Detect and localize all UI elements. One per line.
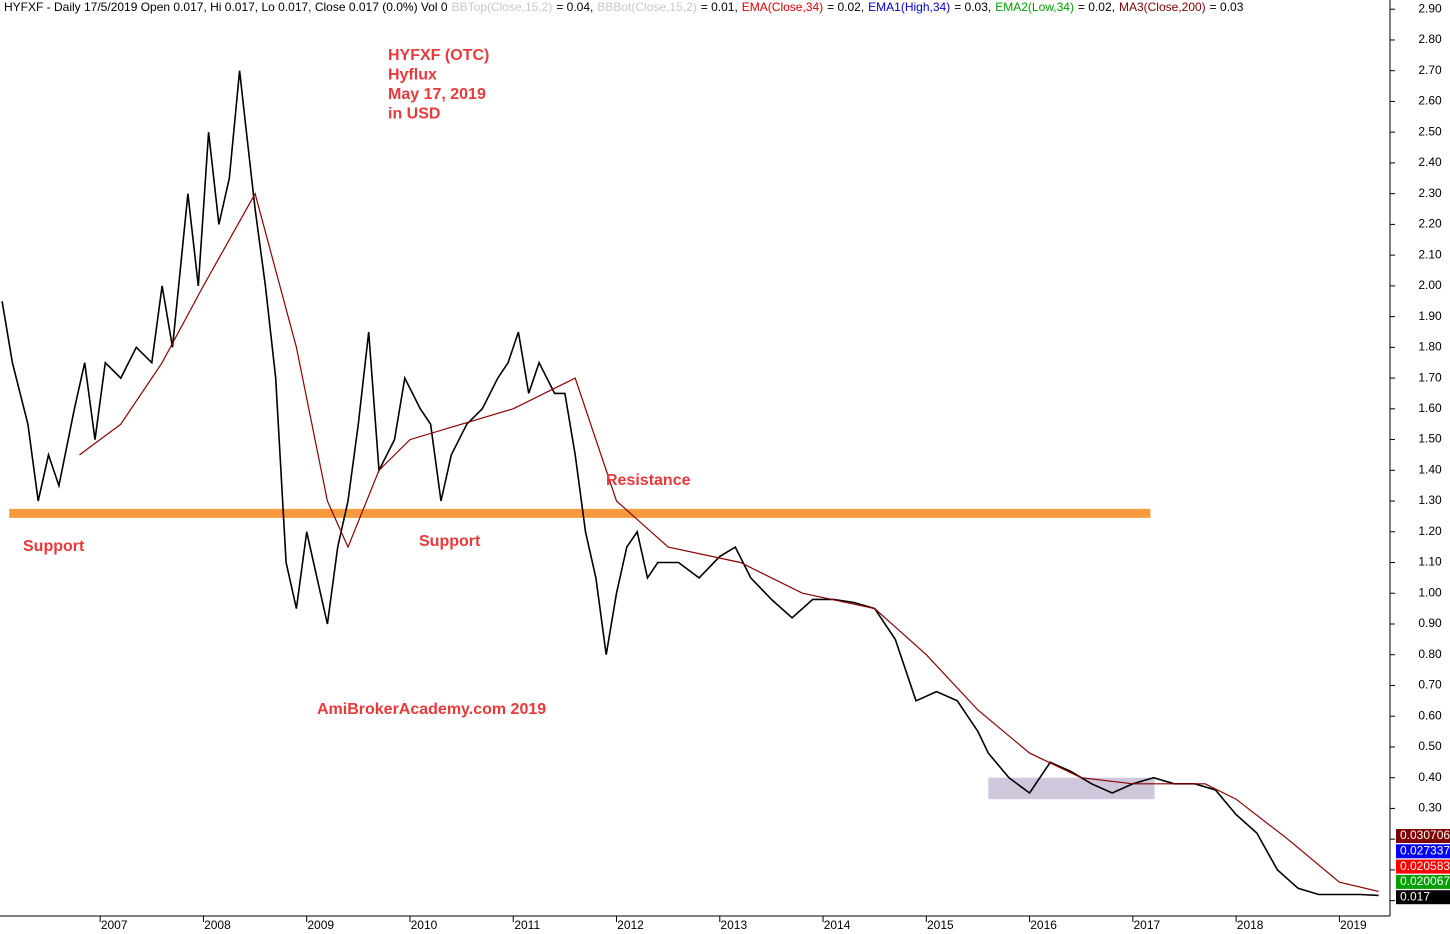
y-tick-label: 0.50 xyxy=(1418,739,1442,753)
x-tick-label: 2016 xyxy=(1030,918,1057,932)
y-tick-label: 2.60 xyxy=(1418,94,1442,108)
y-tick-label: 2.80 xyxy=(1418,32,1442,46)
header-item: = 0.01, xyxy=(701,0,738,14)
y-tick-label: 1.70 xyxy=(1418,370,1442,384)
x-tick-label: 2012 xyxy=(617,918,644,932)
x-tick-label: 2009 xyxy=(307,918,334,932)
annotation: Resistance xyxy=(606,472,691,489)
header-item: EMA1(High,34) xyxy=(868,0,950,14)
header-item: = 0.02, xyxy=(827,0,864,14)
last-value-label: 0.027337 xyxy=(1400,843,1450,857)
x-tick-label: 2007 xyxy=(101,918,128,932)
header-item: = 0.02, xyxy=(1078,0,1115,14)
y-tick-label: 2.90 xyxy=(1418,1,1442,15)
y-tick-label: 1.90 xyxy=(1418,309,1442,323)
y-tick-label: 2.50 xyxy=(1418,124,1442,138)
title-line: May 17, 2019 xyxy=(388,86,486,103)
x-tick-label: 2013 xyxy=(720,918,747,932)
price-line xyxy=(1,70,1379,897)
annotation: AmiBrokerAcademy.com 2019 xyxy=(317,701,546,718)
last-value-box xyxy=(1396,859,1450,874)
header-item: HYFXF - Daily 17/5/2019 Open 0.017, Hi 0… xyxy=(4,0,448,14)
title-line: Hyflux xyxy=(388,67,437,84)
y-tick-label: 0.90 xyxy=(1418,616,1442,630)
last-value-box xyxy=(1396,829,1450,843)
y-tick-label: 0.40 xyxy=(1418,770,1442,784)
y-tick-label: 1.30 xyxy=(1418,493,1442,507)
x-tick-label: 2015 xyxy=(927,918,954,932)
y-tick-label: 0.30 xyxy=(1418,801,1442,815)
title-line: in USD xyxy=(388,106,440,123)
last-value-label: 0.020067 xyxy=(1400,874,1450,888)
y-tick-label: 0.80 xyxy=(1418,647,1442,661)
y-tick-label: 2.00 xyxy=(1418,278,1442,292)
annotation: Support xyxy=(419,533,481,550)
last-value-box xyxy=(1396,844,1450,859)
x-tick-label: 2008 xyxy=(204,918,231,932)
y-tick-label: 1.10 xyxy=(1418,555,1442,569)
last-value-box xyxy=(1396,874,1450,889)
y-tick-label: 2.40 xyxy=(1418,155,1442,169)
last-value-box xyxy=(1396,890,1450,905)
y-tick-label: 1.20 xyxy=(1418,524,1442,538)
x-tick-label: 2014 xyxy=(824,918,851,932)
header-item: EMA(Close,34) xyxy=(742,0,823,14)
header-item: = 0.04, xyxy=(556,0,593,14)
last-value-label: 0.030706 xyxy=(1400,828,1450,842)
x-tick-label: 2017 xyxy=(1134,918,1161,932)
y-tick-label: 2.30 xyxy=(1418,186,1442,200)
y-tick-label: 2.70 xyxy=(1418,63,1442,77)
y-tick-label: 1.50 xyxy=(1418,432,1442,446)
y-tick-label: 1.00 xyxy=(1418,585,1442,599)
x-tick-label: 2011 xyxy=(514,918,540,932)
y-tick-label: 1.40 xyxy=(1418,462,1442,476)
price-line xyxy=(79,192,1379,892)
title-line: HYFXF (OTC) xyxy=(388,47,489,64)
header-item: = 0.03, xyxy=(954,0,991,14)
y-tick-label: 1.80 xyxy=(1418,340,1442,354)
y-tick-label: 0.70 xyxy=(1418,678,1442,692)
annotation: Support xyxy=(23,538,85,555)
header-item: BBTop(Close,15,2) xyxy=(452,0,553,14)
x-tick-label: 2010 xyxy=(411,918,438,932)
y-tick-label: 2.10 xyxy=(1418,247,1442,261)
header: HYFXF - Daily 17/5/2019 Open 0.017, Hi 0… xyxy=(4,0,1244,14)
x-tick-label: 2018 xyxy=(1237,918,1264,932)
y-tick-label: 0.60 xyxy=(1418,708,1442,722)
header-item: EMA2(Low,34) xyxy=(995,0,1074,14)
header-item: BBBot(Close,15,2) xyxy=(597,0,696,14)
y-tick-label: 2.20 xyxy=(1418,217,1442,231)
last-value-label: 0.017 xyxy=(1400,889,1430,903)
header-item: MA3(Close,200) xyxy=(1119,0,1206,14)
x-tick-label: 2019 xyxy=(1340,918,1367,932)
header-item: = 0.03 xyxy=(1210,0,1244,14)
last-value-label: 0.020583 xyxy=(1400,859,1450,873)
y-tick-label: 1.60 xyxy=(1418,401,1442,415)
